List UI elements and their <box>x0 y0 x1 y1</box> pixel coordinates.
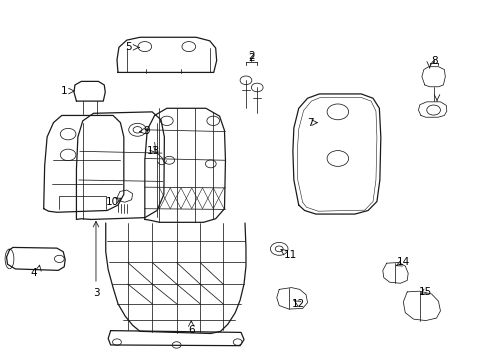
Text: 13: 13 <box>147 146 160 156</box>
Text: 5: 5 <box>125 42 132 52</box>
Text: 14: 14 <box>397 257 411 267</box>
Text: 8: 8 <box>431 56 438 66</box>
Text: 2: 2 <box>248 53 255 63</box>
Text: 15: 15 <box>419 287 432 297</box>
Text: 3: 3 <box>93 288 99 298</box>
Text: 10: 10 <box>105 197 119 207</box>
Text: 2: 2 <box>248 51 255 61</box>
Text: 6: 6 <box>188 325 195 335</box>
Text: 9: 9 <box>143 126 149 135</box>
Text: 4: 4 <box>30 268 37 278</box>
Text: 7: 7 <box>307 118 314 128</box>
Text: 11: 11 <box>283 249 296 260</box>
Text: 1: 1 <box>61 86 68 96</box>
Text: 12: 12 <box>292 299 305 309</box>
